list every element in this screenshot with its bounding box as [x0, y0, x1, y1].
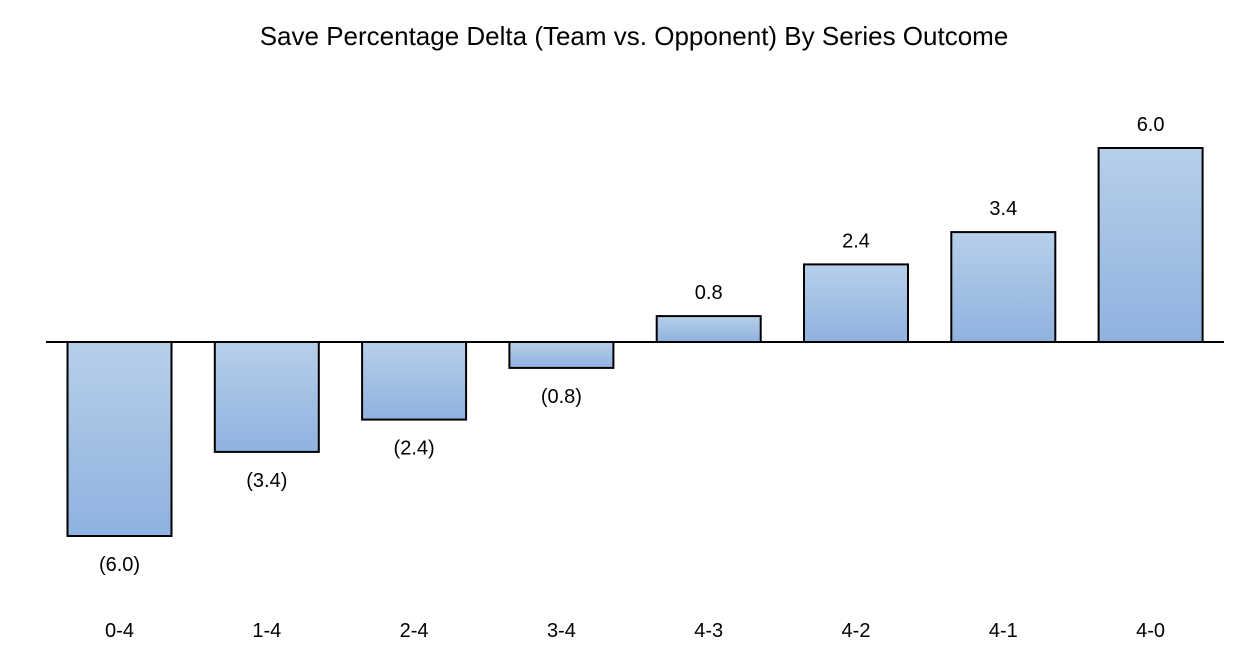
bar-3-4 — [508, 341, 615, 369]
data-label-4-1: 3.4 — [989, 198, 1017, 220]
data-label-0-4: (6.0) — [99, 554, 140, 576]
data-label-4-2: 2.4 — [842, 230, 870, 252]
data-labels-group: (6.0) (3.4) (2.4) (0.8) 0.8 2.4 3.4 6.0 — [99, 114, 1165, 576]
x-tick-label-4-1: 4-1 — [989, 620, 1018, 642]
data-label-1-4: (3.4) — [246, 470, 287, 492]
x-tick-label-0-4: 0-4 — [105, 620, 134, 642]
bar-4-1 — [950, 231, 1057, 344]
x-tick-labels-group: 0-4 1-4 2-4 3-4 4-3 4-2 4-1 4-0 — [105, 620, 1165, 642]
bar-0-4 — [66, 341, 173, 537]
x-tick-label-2-4: 2-4 — [400, 620, 429, 642]
data-label-4-3: 0.8 — [695, 282, 723, 304]
x-tick-label-3-4: 3-4 — [547, 620, 576, 642]
bar-4-2 — [803, 263, 909, 343]
x-tick-label-4-2: 4-2 — [842, 620, 871, 642]
bar-4-3 — [655, 315, 762, 344]
x-tick-label-1-4: 1-4 — [252, 620, 281, 642]
data-label-2-4: (2.4) — [394, 438, 435, 460]
data-label-3-4: (0.8) — [541, 386, 582, 408]
bar-4-0 — [1097, 147, 1204, 343]
data-label-4-0: 6.0 — [1137, 114, 1165, 136]
x-tick-label-4-0: 4-0 — [1136, 620, 1165, 642]
chart-title: Save Percentage Delta (Team vs. Opponent… — [260, 21, 1009, 51]
bar-1-4 — [213, 341, 320, 453]
bar-2-4 — [361, 341, 468, 421]
x-tick-label-4-3: 4-3 — [694, 620, 723, 642]
